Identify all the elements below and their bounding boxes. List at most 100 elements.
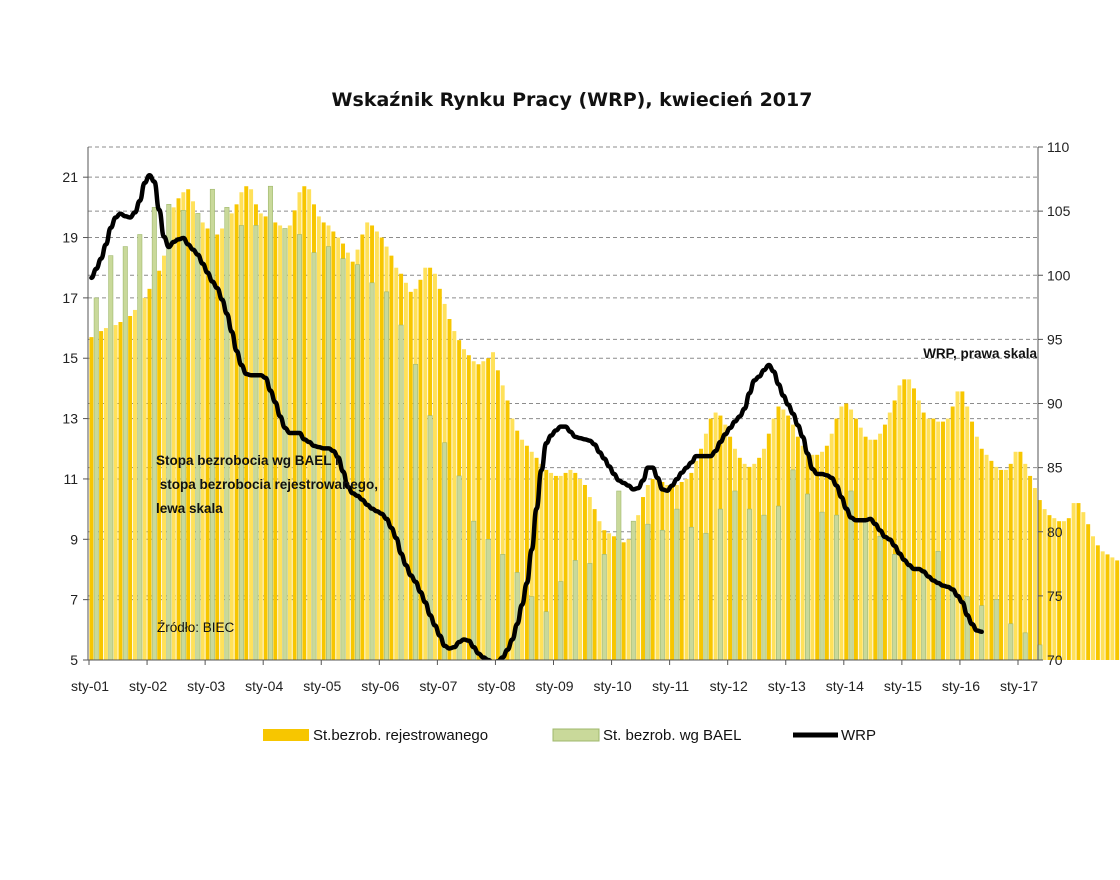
bar-bael: [93, 297, 99, 661]
bar-bael: [761, 514, 767, 661]
bar-registered: [520, 439, 525, 660]
bar-bael: [166, 204, 172, 661]
bar-registered: [607, 533, 612, 660]
bar-registered: [839, 406, 844, 660]
bar-registered: [1105, 554, 1110, 660]
bar-bael: [355, 264, 361, 661]
bar-bael: [108, 255, 114, 661]
bar-registered: [1057, 521, 1062, 660]
bar-registered: [897, 385, 902, 660]
bar-bael: [209, 188, 215, 661]
bar-bael: [993, 599, 999, 661]
right-tick-label: 75: [1047, 588, 1063, 604]
bar-registered: [941, 421, 945, 660]
bar-bael: [819, 511, 825, 661]
bar-registered: [215, 234, 220, 660]
right-tick-label: 90: [1047, 396, 1063, 412]
bar-registered: [379, 237, 384, 660]
bar-registered: [553, 475, 558, 660]
bar-bael: [1008, 623, 1014, 661]
left-tick-label: 11: [63, 471, 78, 487]
x-tick-label: sty-05: [303, 678, 341, 694]
bar-registered: [1052, 518, 1057, 660]
bar-registered: [1066, 518, 1071, 660]
bar-bael: [790, 469, 796, 661]
bar-bael: [746, 508, 752, 661]
legend-label-wrp: WRP: [841, 727, 876, 744]
bar-registered: [481, 361, 486, 660]
right-tick-label: 100: [1047, 267, 1071, 283]
right-tick-label: 85: [1047, 460, 1063, 476]
bar-registered: [118, 322, 123, 660]
bar-bael: [906, 563, 912, 661]
bar-registered: [713, 412, 718, 660]
bar-registered: [984, 454, 989, 660]
bar-registered: [612, 536, 616, 660]
legend-item-registered: St.bezrob. rejestrowanego: [263, 727, 488, 744]
bar-registered: [766, 433, 771, 660]
bar-registered: [365, 222, 370, 660]
bar-registered: [432, 273, 437, 660]
bar-registered: [795, 436, 800, 660]
x-tick-label: sty-07: [419, 678, 457, 694]
right-tick-label: 110: [1047, 139, 1070, 155]
bar-registered: [1071, 503, 1076, 660]
bar-registered: [244, 186, 249, 661]
bar-registered: [578, 478, 583, 660]
bar-registered: [157, 270, 162, 660]
bar-registered: [176, 198, 181, 661]
bar-registered: [1023, 463, 1028, 660]
bar-registered: [249, 189, 254, 660]
bar-registered: [1061, 521, 1066, 660]
x-tick-label: sty-09: [535, 678, 573, 694]
bar-registered: [350, 261, 355, 660]
bar-bael: [601, 554, 607, 661]
bar-bael: [732, 490, 738, 661]
bar-registered: [200, 222, 205, 660]
legend-swatch-bael: [552, 728, 600, 742]
bar-bael: [587, 563, 593, 661]
bar-registered: [771, 418, 776, 660]
bar-registered: [515, 430, 520, 660]
bar-registered: [1003, 469, 1008, 660]
bar-registered: [491, 352, 495, 660]
bar-registered: [824, 445, 829, 660]
bar-registered: [89, 337, 94, 660]
bar-registered: [708, 418, 713, 660]
left-tick-label: 5: [70, 652, 78, 668]
bar-bael: [122, 246, 128, 661]
bar-registered: [974, 436, 979, 660]
bar-bael: [616, 490, 622, 661]
bar-registered: [694, 460, 699, 660]
bar-registered: [887, 412, 892, 660]
left-tick-label: 15: [62, 350, 78, 366]
bar-registered: [307, 189, 312, 660]
bar-bael: [543, 611, 549, 661]
bar-registered: [999, 469, 1004, 660]
bar-registered: [147, 288, 152, 660]
right-tick-label: 70: [1047, 652, 1063, 668]
bar-registered: [128, 315, 133, 660]
x-tick-label: sty-10: [594, 678, 632, 694]
bar-bael: [500, 554, 506, 661]
bar-registered: [911, 388, 916, 660]
bar-registered: [1032, 487, 1037, 660]
bar-registered: [558, 475, 563, 660]
bar-registered: [960, 391, 965, 660]
bar-registered: [563, 472, 568, 660]
bar-registered: [955, 391, 960, 660]
bar-registered: [1018, 451, 1023, 660]
bar-registered: [103, 328, 108, 660]
bar-registered: [858, 427, 863, 660]
bar-registered: [524, 445, 529, 660]
bar-registered: [641, 497, 645, 660]
bar-registered: [345, 252, 350, 660]
bar-registered: [99, 331, 104, 660]
bar-registered: [486, 358, 491, 660]
bar-registered: [462, 349, 466, 660]
bar-registered: [403, 282, 408, 660]
bar-registered: [186, 189, 191, 660]
bar-registered: [142, 297, 147, 660]
bar-registered: [1110, 557, 1115, 660]
bar-registered: [781, 409, 786, 660]
